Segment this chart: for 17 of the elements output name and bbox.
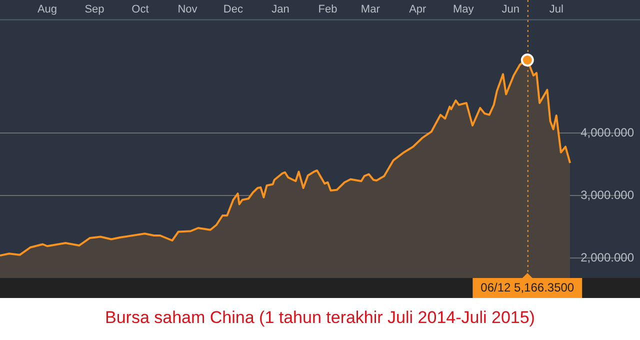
x-tick-label: Aug bbox=[37, 4, 58, 16]
x-tick-label: Jan bbox=[272, 4, 290, 16]
text: 06/12 5,166.3500 bbox=[480, 280, 574, 294]
x-tick-label: May bbox=[452, 4, 474, 16]
x-tick-label: Mar bbox=[360, 4, 380, 16]
y-tick-label: 2,000.000 bbox=[580, 250, 634, 264]
x-tick-label: Feb bbox=[318, 4, 338, 16]
x-tick-label: Jul bbox=[549, 4, 564, 16]
y-tick-label: 3,000.000 bbox=[580, 188, 634, 202]
x-tick-label: Nov bbox=[178, 4, 198, 16]
text: Bursa saham China (1 tahun terakhir Juli 2014-Juli 2015) bbox=[104, 308, 536, 328]
x-tick-label: Jun bbox=[502, 4, 520, 16]
x-tick-label: Apr bbox=[409, 4, 427, 16]
x-tick-label: Oct bbox=[132, 4, 149, 16]
x-tick-label: Sep bbox=[84, 4, 104, 16]
x-tick-label: Dec bbox=[223, 4, 244, 16]
y-tick-label: 4,000.000 bbox=[580, 125, 634, 140]
